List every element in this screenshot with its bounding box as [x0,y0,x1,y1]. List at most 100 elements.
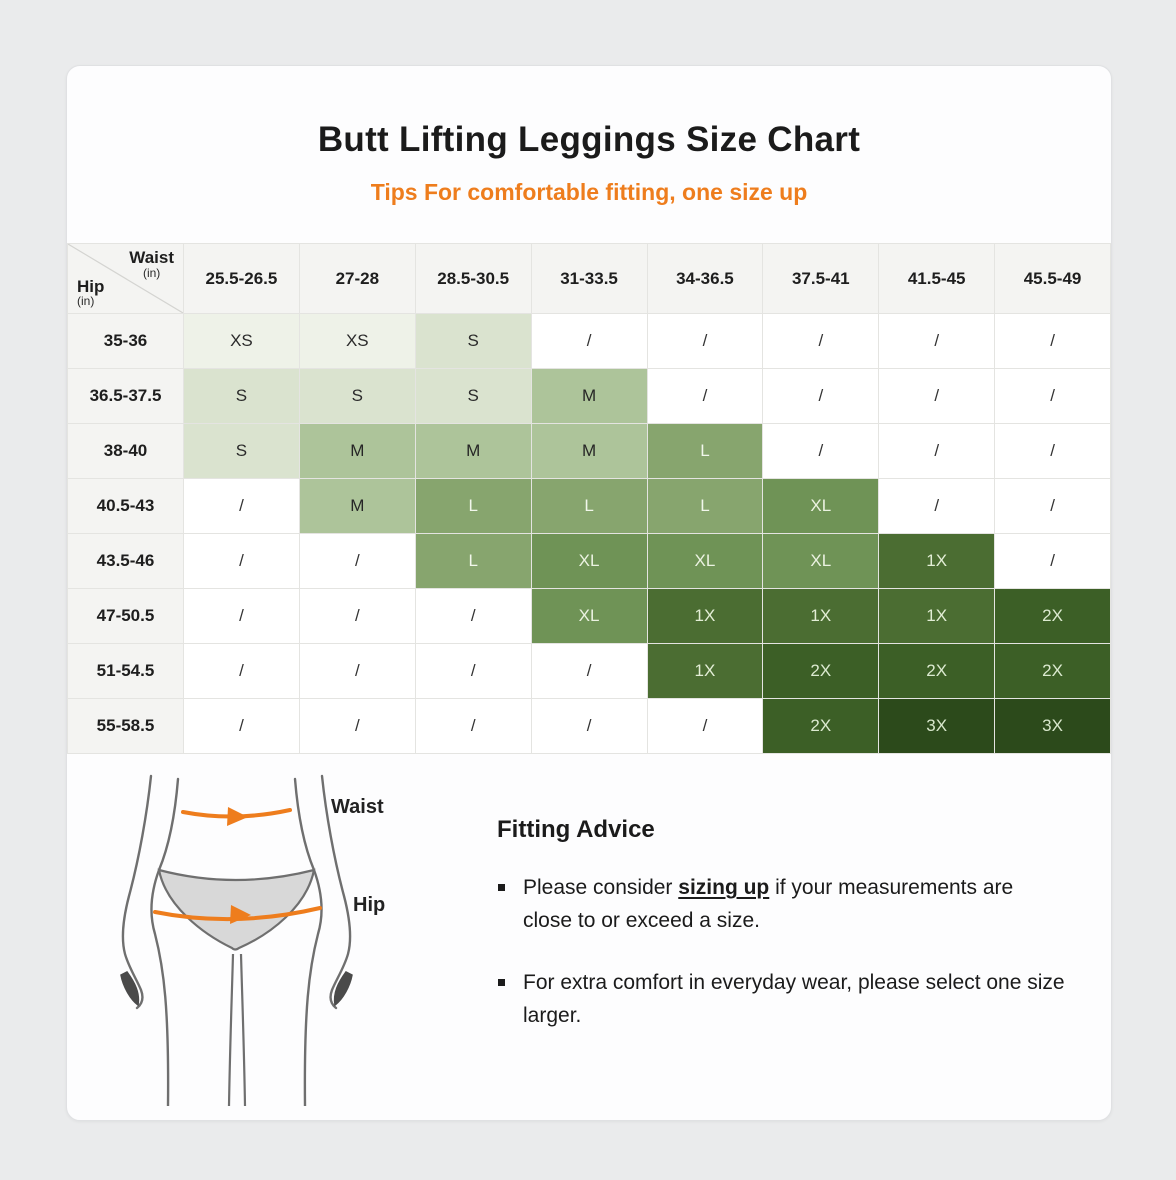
size-cell: 1X [646,588,764,644]
hip-row-header: 35-36 [67,313,184,369]
hip-row-header: 43.5-46 [67,533,184,589]
waist-column-header: 45.5-49 [994,243,1111,314]
hip-row-header: 36.5-37.5 [67,368,184,424]
size-cell: 1X [646,643,764,699]
size-cell: / [878,478,996,534]
measurement-figure: Waist Hip [85,774,487,1106]
table-header-row: Waist (in) Hip (in) 25.5-26.5 27-28 28.5-3… [67,243,1111,314]
size-cell: XL [530,588,648,644]
size-cell: / [878,368,996,424]
waist-column-header: 37.5-41 [762,243,880,314]
size-cell: / [530,643,648,699]
size-cell: / [762,313,880,369]
waist-arrow-head [227,807,248,826]
table-row: 51-54.5// //1X 2X 2X 2X [67,643,1111,699]
size-cell: 2X [762,698,880,754]
page-title: Butt Lifting Leggings Size Chart [317,120,861,159]
hip-row-header: 40.5-43 [67,478,184,534]
size-cell: M [530,423,648,479]
size-cell: / [994,478,1111,534]
size-cell: / [994,533,1111,589]
table-row: 40.5-43/M L L L XL / / [67,478,1111,534]
page-subtitle: Tips For comfortable fitting, one size u… [370,179,808,205]
advice-text: if your measurements are close to or exc… [523,876,1014,932]
table-row: 35-36 XS XS S / / / / / [67,313,1111,369]
size-cell: / [878,423,996,479]
bullet-square-icon [498,979,505,987]
size-cell: L [414,533,532,589]
size-cell: M [298,423,416,479]
size-cell: M [298,478,416,534]
size-chart-table: Waist (in) Hip (in) 25.5-26.5 27-28 28.5-3… [67,243,1111,754]
size-cell: / [183,533,300,589]
size-cell: / [530,698,648,754]
size-cell: / [183,478,300,534]
hip-figure-label: Hip [353,894,386,916]
size-cell: / [994,368,1111,424]
hand-left [120,971,140,1007]
size-cell: / [762,368,880,424]
size-cell: L [414,478,532,534]
hip-arrow-head [230,905,251,924]
size-cell: 2X [994,588,1111,644]
size-cell: / [878,313,996,369]
size-cell: M [530,368,648,424]
size-cell: / [762,423,880,479]
table-row: 38-40 S M M M L / / / [67,423,1111,479]
size-cell: / [183,588,300,644]
size-cell: 1X [762,588,880,644]
size-chart-card: Butt Lifting Leggings Size Chart Tips Fo… [66,65,1112,1121]
advice-text: For extra comfort in everyday wear, plea… [523,971,1065,1027]
diagonal-divider [68,244,183,313]
hip-row-header: 47-50.5 [67,588,184,644]
size-cell: L [646,478,764,534]
size-cell: S [414,368,532,424]
size-table-body: 35-36 XS XS S / / / //36.5-37.5 S S S M / / //38-40 S M M… [67,313,1111,754]
waist-column-header: 25.5-26.5 [183,243,300,314]
hip-row-header: 38-40 [67,423,184,479]
size-cell: / [414,588,532,644]
hip-axis-label: Hip (in) [77,276,105,309]
table-row: 36.5-37.5 S S S M / / / / [67,368,1111,424]
waist-column-header: 28.5-30.5 [414,243,532,314]
inner-leg-left [227,953,235,1106]
body-outline-left [150,777,180,1106]
advice-item: Please consider sizing up if your measur… [498,872,1065,937]
size-cell: S [414,313,532,369]
size-cell: / [994,423,1111,479]
fitting-advice: Fitting Advice Please consider sizing up… [487,774,1111,1106]
waist-axis-label: Waist (in) [129,248,174,280]
size-cell: 1X [878,588,996,644]
hand-right [333,971,353,1007]
size-cell: / [183,698,300,754]
bottom-section: Waist Hip Fitting Advice Please consider… [67,774,1111,1106]
waist-column-header: 27-28 [298,243,416,314]
size-cell: S [183,423,300,479]
corner-header-cell: Waist (in) Hip (in) [67,243,184,314]
table-row: 47-50.5// / XL 1X 1X 1X 2X [67,588,1111,644]
size-cell: S [183,368,300,424]
size-cell: XS [183,313,300,369]
waist-figure-label: Waist [331,796,384,818]
arm-right [320,774,352,1010]
size-cell: L [646,423,764,479]
size-cell: / [646,698,764,754]
size-cell: XS [298,313,416,369]
size-cell: XL [762,533,880,589]
advice-text: Please consider [523,876,679,899]
advice-item: For extra comfort in everyday wear, plea… [498,967,1065,1032]
bullet-square-icon [498,884,505,891]
size-cell: 3X [994,698,1111,754]
body-measurement-illustration [120,774,353,1106]
size-cell: S [298,368,416,424]
size-cell: L [530,478,648,534]
size-cell: / [994,313,1111,369]
size-cell: / [183,643,300,699]
arm-left [121,774,153,1010]
size-cell: XL [530,533,648,589]
table-row: 43.5-46// L XL XL XL 1X / [67,533,1111,589]
size-cell: 1X [878,533,996,589]
size-cell: / [298,533,416,589]
size-cell: / [530,313,648,369]
waist-column-header: 31-33.5 [530,243,648,314]
